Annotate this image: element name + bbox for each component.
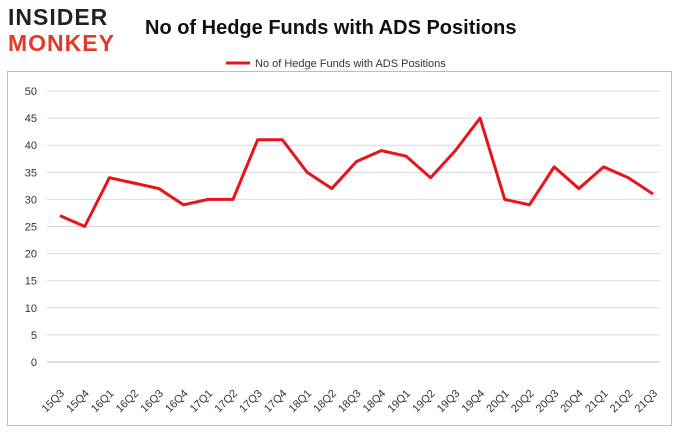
x-tick-label: 15Q3 [40, 388, 68, 416]
y-tick-label: 45 [25, 113, 37, 125]
insider-monkey-logo: INSIDER MONKEY [8, 4, 133, 58]
y-tick-label: 10 [25, 303, 37, 315]
x-tick-label: 20Q1 [484, 388, 512, 416]
x-tick-label: 19Q3 [435, 388, 463, 416]
x-tick-label: 19Q2 [410, 388, 438, 416]
x-tick-label: 17Q2 [213, 388, 241, 416]
x-tick-label: 17Q1 [188, 388, 216, 416]
x-tick-label: 21Q2 [608, 388, 636, 416]
y-tick-label: 35 [25, 167, 37, 179]
x-tick-label: 21Q1 [583, 388, 611, 416]
y-tick-label: 50 [25, 86, 37, 98]
y-tick-label: 15 [25, 276, 37, 288]
y-tick-label: 5 [31, 330, 37, 342]
logo-text-insider: INSIDER [8, 4, 109, 30]
x-tick-label: 17Q3 [237, 388, 265, 416]
series-lines [59, 116, 654, 228]
x-axis-tick-labels: 15Q315Q416Q116Q216Q316Q417Q117Q217Q317Q4… [40, 388, 661, 416]
x-tick-label: 20Q4 [558, 388, 586, 416]
x-tick-label: 20Q2 [509, 388, 537, 416]
x-tick-label: 20Q3 [534, 388, 562, 416]
x-tick-label: 17Q4 [262, 388, 290, 416]
series-line [59, 116, 654, 228]
x-tick-label: 21Q3 [633, 388, 661, 416]
x-tick-label: 15Q4 [64, 388, 92, 416]
x-tick-label: 18Q1 [287, 388, 315, 416]
y-axis-tick-labels: 0 5 10 15 20 25 30 35 40 45 50 [25, 86, 37, 369]
y-tick-label: 20 [25, 249, 37, 261]
chart-frame [7, 71, 672, 426]
x-tick-label: 19Q1 [386, 388, 414, 416]
x-tick-label: 18Q4 [361, 388, 389, 416]
grid-lines [47, 90, 660, 363]
legend-label: No of Hedge Funds with ADS Positions [255, 58, 446, 70]
legend: No of Hedge Funds with ADS Positions [226, 58, 446, 70]
y-tick-label: 25 [25, 222, 37, 234]
y-tick-label: 0 [31, 357, 37, 369]
x-tick-label: 19Q4 [460, 388, 488, 416]
x-tick-label: 16Q3 [138, 388, 166, 416]
y-tick-label: 30 [25, 194, 37, 206]
logo-text-monkey: MONKEY [8, 30, 115, 56]
x-tick-label: 18Q3 [336, 388, 364, 416]
y-tick-label: 40 [25, 140, 37, 152]
x-tick-label: 16Q2 [114, 388, 142, 416]
x-tick-label: 16Q1 [89, 388, 117, 416]
x-tick-label: 18Q2 [311, 388, 339, 416]
x-tick-label: 16Q4 [163, 388, 191, 416]
chart-title: No of Hedge Funds with ADS Positions [145, 17, 517, 39]
